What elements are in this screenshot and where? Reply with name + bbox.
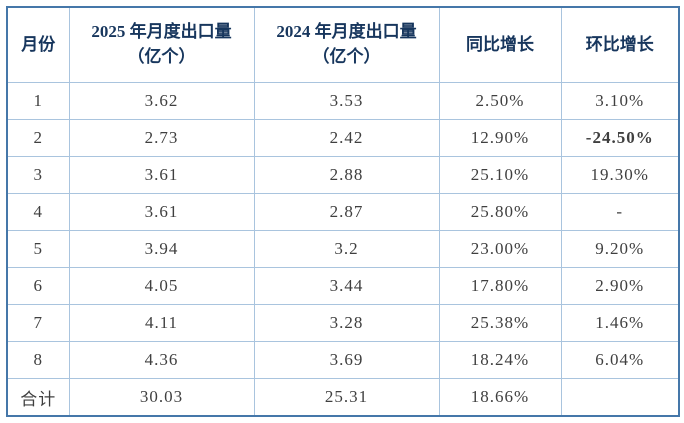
monthly-export-table: 月份 2025 年月度出口量 （亿个） 2024 年月度出口量 （亿个） 同比增… (6, 6, 680, 417)
cell-export-2025: 4.11 (68, 304, 255, 342)
cell-export-2024: 3.28 (253, 304, 440, 342)
column-header-month: 月份 (6, 6, 70, 83)
cell-month: 4 (6, 193, 70, 231)
cell-yoy-growth: 17.80% (438, 267, 562, 305)
table-row: 4 3.61 2.87 25.80% - (6, 193, 680, 231)
cell-export-2024: 3.2 (253, 230, 440, 268)
cell-export-2025: 4.05 (68, 267, 255, 305)
table-row: 2 2.73 2.42 12.90% -24.50% (6, 119, 680, 157)
cell-export-2025: 2.73 (68, 119, 255, 157)
cell-mom-growth: 6.04% (560, 341, 680, 379)
cell-month: 5 (6, 230, 70, 268)
column-header-yoy-growth: 同比增长 (438, 6, 562, 83)
column-header-export-2024: 2024 年月度出口量 （亿个） (253, 6, 440, 83)
cell-export-2025: 4.36 (68, 341, 255, 379)
cell-total-yoy-growth: 18.66% (438, 378, 562, 417)
table-row: 7 4.11 3.28 25.38% 1.46% (6, 304, 680, 342)
cell-mom-growth: 19.30% (560, 156, 680, 194)
cell-export-2024: 2.87 (253, 193, 440, 231)
cell-month: 7 (6, 304, 70, 342)
cell-mom-growth: 3.10% (560, 82, 680, 120)
cell-mom-growth: 1.46% (560, 304, 680, 342)
table-row: 8 4.36 3.69 18.24% 6.04% (6, 341, 680, 379)
header-row: 月份 2025 年月度出口量 （亿个） 2024 年月度出口量 （亿个） 同比增… (6, 6, 680, 83)
cell-yoy-growth: 2.50% (438, 82, 562, 120)
table-row: 1 3.62 3.53 2.50% 3.10% (6, 82, 680, 120)
cell-total-mom-growth (560, 378, 680, 417)
cell-yoy-growth: 25.38% (438, 304, 562, 342)
cell-export-2024: 3.44 (253, 267, 440, 305)
cell-mom-growth: 2.90% (560, 267, 680, 305)
total-row: 合计 30.03 25.31 18.66% (6, 378, 680, 417)
cell-export-2025: 3.62 (68, 82, 255, 120)
column-header-export-2025: 2025 年月度出口量 （亿个） (68, 6, 255, 83)
table-row: 6 4.05 3.44 17.80% 2.90% (6, 267, 680, 305)
table-row: 5 3.94 3.2 23.00% 9.20% (6, 230, 680, 268)
cell-mom-growth: - (560, 193, 680, 231)
cell-month: 2 (6, 119, 70, 157)
cell-yoy-growth: 23.00% (438, 230, 562, 268)
cell-total-export-2025: 30.03 (68, 378, 255, 417)
table-row: 3 3.61 2.88 25.10% 19.30% (6, 156, 680, 194)
cell-month: 1 (6, 82, 70, 120)
cell-export-2024: 3.53 (253, 82, 440, 120)
cell-total-label: 合计 (6, 378, 70, 417)
cell-month: 6 (6, 267, 70, 305)
cell-month: 3 (6, 156, 70, 194)
cell-export-2025: 3.94 (68, 230, 255, 268)
cell-yoy-growth: 25.10% (438, 156, 562, 194)
cell-export-2024: 3.69 (253, 341, 440, 379)
cell-mom-growth: 9.20% (560, 230, 680, 268)
cell-yoy-growth: 12.90% (438, 119, 562, 157)
cell-export-2024: 2.42 (253, 119, 440, 157)
cell-yoy-growth: 25.80% (438, 193, 562, 231)
cell-total-export-2024: 25.31 (253, 378, 440, 417)
cell-yoy-growth: 18.24% (438, 341, 562, 379)
cell-mom-growth-negative: -24.50% (560, 119, 680, 157)
cell-month: 8 (6, 341, 70, 379)
cell-export-2024: 2.88 (253, 156, 440, 194)
cell-export-2025: 3.61 (68, 156, 255, 194)
cell-export-2025: 3.61 (68, 193, 255, 231)
column-header-mom-growth: 环比增长 (560, 6, 680, 83)
